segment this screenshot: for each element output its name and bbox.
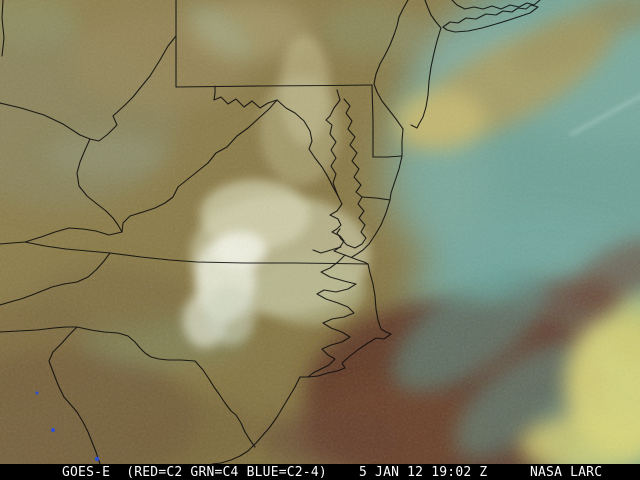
- coastline-carolinas: [211, 376, 301, 464]
- coastline-nj-atlantic: [410, 30, 441, 129]
- boundary-nc-sc: [76, 326, 256, 448]
- coastline-hudson-nyc: [424, 0, 442, 32]
- coastline-delaware: [401, 128, 404, 157]
- boundary-ky-tn: [0, 241, 26, 245]
- boundary-md-wv-potomac-west: [213, 85, 278, 109]
- caption-satellite-channels: GOES-E (RED=C2 GRN=C4 BLUE=C2-4): [62, 465, 327, 480]
- boundary-ky-wv-big-sandy: [76, 138, 123, 233]
- coastline-potomac-river: [276, 99, 339, 197]
- sensor-noise-overlay: [0, 0, 640, 464]
- boundary-va-south: [24, 241, 369, 265]
- boundary-ky-va: [24, 227, 123, 243]
- lake-dot: [94, 456, 100, 462]
- coastline-ohio-river: [0, 35, 177, 142]
- coastline-james-river: [312, 246, 342, 254]
- coastline-chesapeake-east: [336, 98, 367, 249]
- boundary-de-md-west: [371, 84, 374, 158]
- coastline-connecticut: [451, 0, 541, 10]
- caption-timestamp: 5 JAN 12 19:02 Z: [359, 465, 488, 480]
- coastline-long-island: [442, 4, 539, 33]
- coastline-susquehanna: [336, 89, 341, 101]
- caption-credit: NASA LARC: [530, 465, 603, 480]
- satellite-image-canvas: [0, 0, 640, 464]
- boundary-mason-dixon: [175, 84, 373, 88]
- coastline-delaware-river-nj: [373, 0, 409, 130]
- boundary-nc-tn: [0, 252, 111, 306]
- satellite-image: [0, 0, 640, 464]
- lake-dot: [35, 391, 39, 395]
- boundary-de-md-south: [372, 155, 403, 158]
- boundary-wv-va: [121, 99, 278, 233]
- lakes-layer: [35, 391, 100, 462]
- coastline-delmarva-atlantic: [351, 155, 403, 258]
- caption-bar: GOES-E (RED=C2 GRN=C4 BLUE=C2-4) 5 JAN 1…: [0, 464, 640, 480]
- state-boundaries-overlay: [0, 0, 541, 464]
- boundary-nc-ga: [0, 326, 78, 333]
- boundary-sc-ga: [48, 326, 101, 464]
- boundary-md-va-delmarva: [361, 196, 391, 201]
- boundary-left-edge: [1, 0, 5, 57]
- coastline-outer-banks: [299, 263, 392, 378]
- lake-dot: [51, 428, 55, 432]
- coastline-chesapeake-west: [325, 99, 369, 265]
- coastline-pamlico-sounds: [307, 254, 357, 378]
